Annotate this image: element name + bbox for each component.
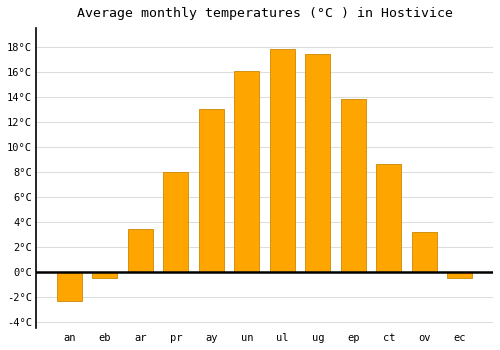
Bar: [92, 272, 117, 278]
Bar: [164, 172, 188, 272]
Bar: [128, 229, 152, 272]
Bar: [306, 54, 330, 272]
Bar: [412, 232, 437, 272]
Bar: [57, 272, 82, 301]
Title: Average monthly temperatures (°C ) in Hostivice: Average monthly temperatures (°C ) in Ho…: [76, 7, 452, 20]
Bar: [341, 99, 366, 272]
Bar: [448, 272, 472, 278]
Bar: [270, 49, 295, 272]
Bar: [376, 164, 402, 272]
Bar: [234, 71, 260, 272]
Bar: [199, 109, 224, 272]
